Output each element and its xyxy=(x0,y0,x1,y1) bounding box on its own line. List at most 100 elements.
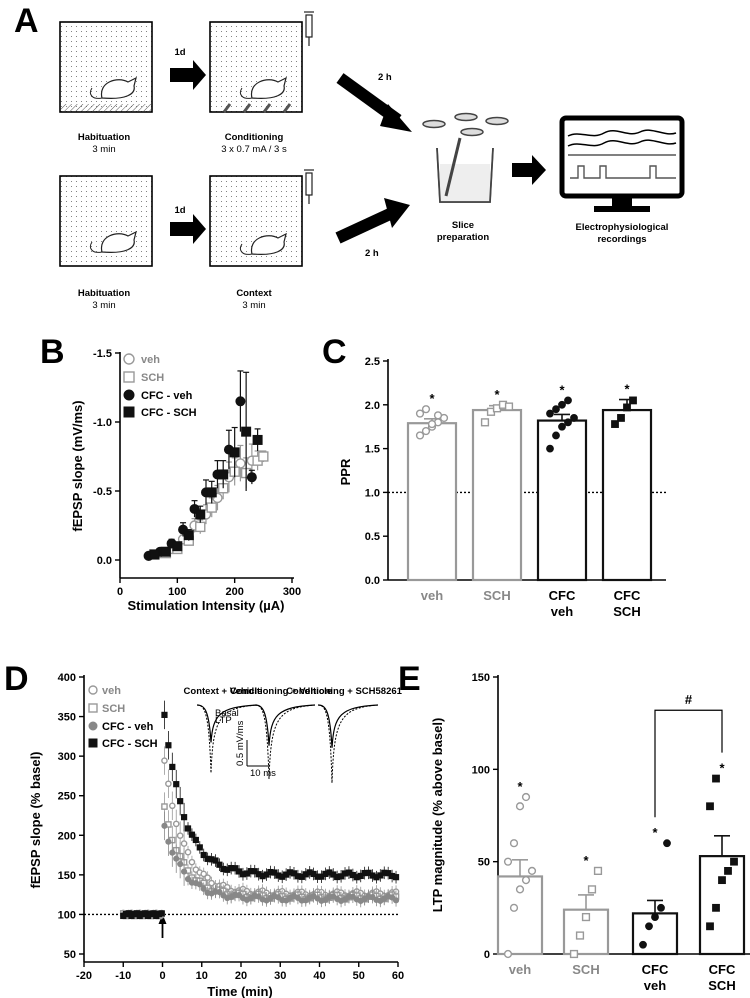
individual-point xyxy=(587,885,597,894)
data-point-filled-square xyxy=(184,825,192,832)
trace-basal xyxy=(317,704,379,784)
data-point-open-circle xyxy=(200,870,208,878)
trace-ltp xyxy=(196,704,258,743)
x-tick-label: 20 xyxy=(235,970,247,982)
individual-point xyxy=(558,422,566,431)
individual-point xyxy=(546,409,554,418)
x-tick-label: 200 xyxy=(225,586,243,598)
inset-title: Conditioning + Vehicle xyxy=(230,686,332,697)
y-tick-label: 300 xyxy=(58,751,76,763)
data-point-filled-circle xyxy=(200,885,207,892)
category-label: SCH xyxy=(708,978,735,993)
individual-point xyxy=(546,444,554,453)
significance-star: * xyxy=(583,853,589,868)
caption-habituation-2: Habituation xyxy=(78,288,130,299)
rat-icon xyxy=(250,76,287,99)
y-tick-label: 100 xyxy=(472,764,490,776)
data-point-filled-square xyxy=(161,711,168,718)
legend-marker xyxy=(88,721,98,731)
legend-label: CFC - veh xyxy=(141,390,193,402)
individual-point xyxy=(581,912,591,922)
rat-tail xyxy=(239,243,253,255)
individual-point xyxy=(527,866,537,876)
x-tick-label: -10 xyxy=(115,970,131,982)
category-label: CFC xyxy=(614,588,641,603)
individual-point xyxy=(663,839,671,848)
data-point-filled-square xyxy=(218,469,229,480)
shock-grid-bar xyxy=(282,103,292,113)
rat-icon xyxy=(100,76,137,99)
x-tick-label: 40 xyxy=(313,970,325,982)
significance-star: * xyxy=(429,391,435,406)
data-point-open-circle xyxy=(180,840,188,847)
label-delay-1: 1d xyxy=(174,47,185,58)
chart-d: -20 -10 0 10 20 30 40 50 60 50 100 150 200 250 300 350 4… xyxy=(28,672,404,998)
category-label: veh xyxy=(551,604,573,619)
data-point-filled-circle xyxy=(165,838,172,845)
data-point-filled-square xyxy=(173,781,180,788)
data-point-filled-circle xyxy=(180,868,188,875)
data-point-filled-square xyxy=(229,447,240,458)
individual-point xyxy=(718,876,726,885)
shock-grid-bar xyxy=(222,103,232,113)
rat-tail xyxy=(89,241,103,253)
legend-label: SCH xyxy=(141,372,164,384)
tetanus-arrow-head xyxy=(158,914,167,924)
rat-tail xyxy=(89,87,103,99)
panel-label-c: C xyxy=(322,333,347,371)
rat-icon xyxy=(250,232,287,255)
data-point-filled-square xyxy=(392,874,400,881)
individual-point xyxy=(639,940,647,949)
x-tick-label: 50 xyxy=(353,970,365,982)
data-point-open-circle xyxy=(204,874,211,881)
data-point-filled-square xyxy=(241,426,252,437)
individual-point xyxy=(593,866,603,876)
y-axis-label: fEPSP slope (mV/ms) xyxy=(70,400,85,531)
individual-point xyxy=(509,903,519,912)
data-point-filled-square xyxy=(212,857,219,864)
category-label: CFC xyxy=(549,588,576,603)
arrow-icon xyxy=(170,60,206,244)
data-point-open-circle xyxy=(172,820,180,828)
data-point-filled-square xyxy=(169,763,176,771)
legend-marker xyxy=(88,738,98,748)
individual-point xyxy=(415,409,425,418)
chamber-floor xyxy=(61,104,151,111)
significance-star: * xyxy=(559,382,565,397)
data-point-open-circle xyxy=(169,802,176,810)
x-tick-label: 100 xyxy=(168,586,186,598)
individual-point xyxy=(421,405,431,414)
data-point-filled-square xyxy=(160,546,171,557)
y-axis-label: LTP magnitude (% above basel) xyxy=(430,718,445,913)
category-label: veh xyxy=(509,962,531,977)
individual-point xyxy=(569,949,579,959)
individual-point xyxy=(645,922,653,931)
y-axis-label: fEPSP slope (% basel) xyxy=(28,751,43,888)
caption-habituation-1-time: 3 min xyxy=(92,144,115,155)
data-point-filled-square xyxy=(172,541,183,552)
y-tick-label: 100 xyxy=(58,909,76,921)
panel-label-d: D xyxy=(4,660,29,698)
individual-point xyxy=(706,922,714,931)
shock-grid-bar xyxy=(262,103,272,113)
y-tick-label: 0.5 xyxy=(365,531,380,543)
y-tick-label: 150 xyxy=(58,870,76,882)
data-point-filled-square xyxy=(232,865,239,872)
syringe-icon xyxy=(304,169,314,204)
x-tick-label: 30 xyxy=(274,970,286,982)
data-point-filled-circle xyxy=(255,893,262,900)
caption-context-time: 3 min xyxy=(242,300,265,311)
category-label: SCH xyxy=(572,962,599,977)
individual-point xyxy=(552,431,560,440)
trace-ltp xyxy=(254,704,316,746)
individual-point xyxy=(712,774,720,783)
data-point-filled-circle xyxy=(184,875,192,883)
data-point-open-square xyxy=(195,521,206,533)
data-point-filled-square xyxy=(180,814,188,821)
caption-conditioning: Conditioning xyxy=(225,132,284,143)
individual-point xyxy=(558,400,566,409)
individual-point xyxy=(657,903,665,912)
individual-point xyxy=(509,839,519,848)
individual-point xyxy=(503,857,513,866)
y-tick-label: 2.0 xyxy=(365,400,380,412)
